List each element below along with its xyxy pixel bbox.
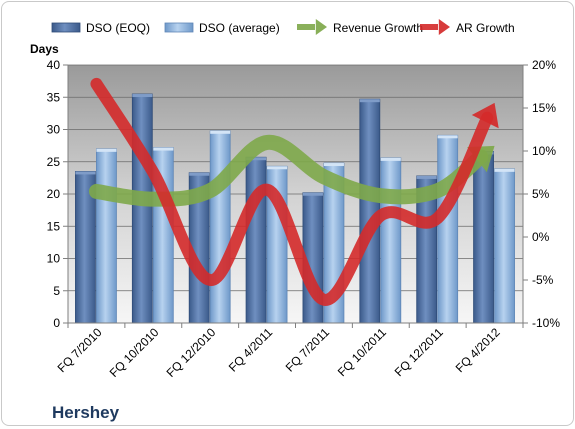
bar-dso-eoq — [245, 156, 267, 324]
left-tick-label: 20 — [47, 187, 61, 201]
bar-cap — [323, 163, 344, 167]
bar-dso-average — [209, 130, 231, 324]
bar-cap — [416, 175, 437, 179]
left-tick-label: 10 — [47, 252, 61, 266]
x-tick-label: FQ 10/2011 — [335, 325, 389, 379]
lines — [88, 77, 499, 306]
x-tick-label: FQ 7/2011 — [283, 325, 333, 375]
right-tick-label: 20% — [532, 58, 556, 72]
chart-title: Hershey — [52, 403, 120, 422]
legend-label: AR Growth — [456, 21, 515, 35]
right-tick-label: 0% — [532, 230, 550, 244]
legend-swatch-arrowhead — [438, 19, 450, 35]
bar-cap — [132, 94, 153, 98]
left-tick-label: 15 — [47, 219, 61, 233]
right-tick-label: -10% — [532, 316, 560, 330]
bar-dso-average — [437, 134, 459, 324]
x-tick-label: FQ 4/2012 — [453, 325, 503, 375]
bar-cap — [380, 157, 401, 161]
left-tick-label: 25 — [47, 155, 61, 169]
bar-cap — [359, 99, 380, 103]
legend-swatch-dso-average — [164, 22, 194, 33]
left-axis-title: Days — [30, 42, 59, 56]
x-tick-label: FQ 12/2010 — [164, 325, 219, 380]
bar-dso-eoq — [131, 93, 153, 324]
bar-cap — [302, 192, 323, 196]
legend-label: DSO (average) — [199, 21, 280, 35]
x-tick-label: FQ 4/2011 — [226, 325, 276, 375]
legend-swatch-dso-eoq — [51, 22, 81, 33]
bar-dso-average — [96, 148, 117, 324]
bar-cap — [189, 172, 210, 176]
x-tick-label: FQ 7/2010 — [55, 325, 105, 375]
bar-cap — [210, 130, 231, 134]
bar-cap — [96, 148, 117, 152]
bar-dso-average — [494, 168, 515, 324]
bar-cap — [153, 147, 174, 151]
legend: DSO (EOQ) DSO (average) Revenue Growth AR G… — [51, 19, 515, 35]
right-tick-label: -5% — [532, 273, 554, 287]
x-tick-label: FQ 10/2010 — [107, 325, 162, 380]
left-tick-label: 40 — [47, 58, 61, 72]
right-tick-label: 10% — [532, 144, 556, 158]
left-tick-label: 0 — [53, 316, 60, 330]
bar-cap — [267, 166, 288, 170]
bar-cap — [246, 157, 267, 161]
left-tick-label: 30 — [47, 123, 61, 137]
right-tick-label: 5% — [532, 187, 550, 201]
legend-swatch-arrowhead — [315, 19, 327, 35]
bar-cap — [494, 168, 515, 172]
x-tick-label: FQ 12/2011 — [392, 325, 446, 379]
left-tick-label: 5 — [53, 284, 60, 298]
bar-dso-average — [380, 157, 402, 324]
left-tick-label: 35 — [47, 90, 61, 104]
right-tick-label: 15% — [532, 101, 556, 115]
bar-cap — [437, 135, 458, 139]
ar-growth-line-arrowhead — [471, 102, 499, 129]
legend-label: Revenue Growth — [333, 21, 423, 35]
bar-cap — [75, 171, 96, 175]
ar-growth-line — [90, 77, 494, 306]
legend-label: DSO (EOQ) — [86, 21, 150, 35]
bar-dso-eoq — [473, 151, 494, 324]
